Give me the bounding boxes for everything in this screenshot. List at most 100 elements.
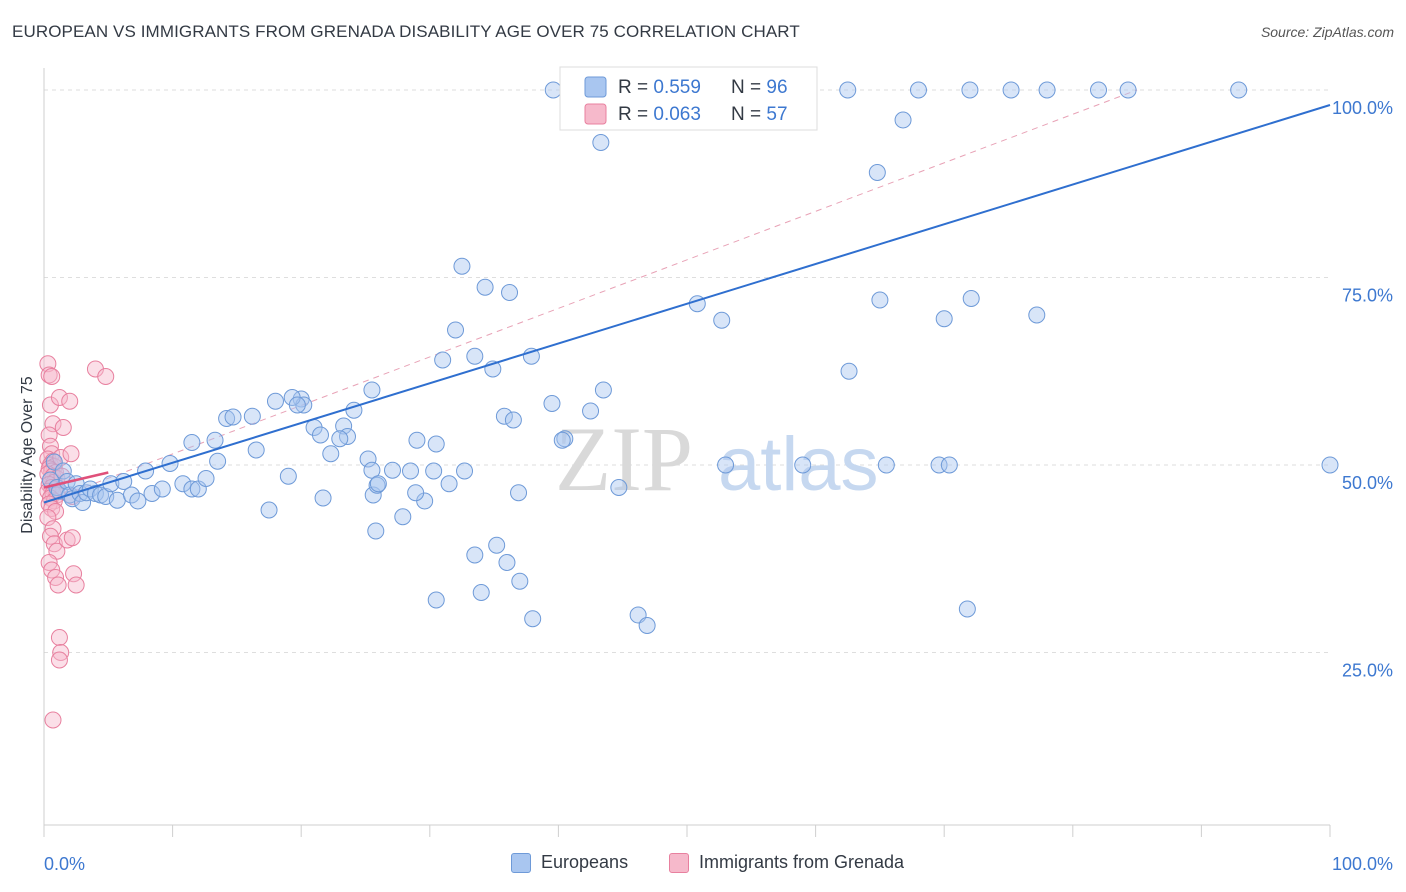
- legend-n-label-europeans: N = 96: [731, 77, 788, 98]
- legend-r-value-europeans: 0.559: [653, 77, 701, 98]
- europeans-point: [384, 461, 402, 479]
- europeans-point: [288, 396, 306, 414]
- europeans-point: [1038, 81, 1056, 99]
- legend-n-value-europeans: 96: [766, 77, 787, 98]
- europeans-point: [794, 456, 812, 474]
- europeans-point: [1230, 81, 1248, 99]
- europeans-point: [1321, 456, 1339, 474]
- watermark-zip: ZIP: [555, 408, 693, 510]
- grenada-point: [44, 415, 62, 433]
- europeans-point: [363, 381, 381, 399]
- grenada-point: [50, 629, 68, 646]
- europeans-point: [364, 486, 382, 504]
- europeans-point: [447, 321, 465, 339]
- europeans-point: [260, 501, 278, 519]
- europeans-point: [476, 278, 494, 296]
- grenada-point: [44, 711, 62, 729]
- europeans-point: [143, 485, 161, 502]
- europeans-point: [359, 450, 377, 468]
- legend-swatch-grenada: [584, 103, 607, 125]
- europeans-point: [1090, 81, 1108, 99]
- europeans-point: [247, 441, 265, 459]
- legend-r-label: R =: [618, 77, 653, 98]
- europeans-point: [961, 81, 979, 99]
- europeans-point: [524, 610, 542, 628]
- x-tick-label: 100.0%: [1332, 854, 1393, 874]
- reference-line: [43, 89, 1138, 503]
- europeans-point: [871, 291, 889, 309]
- axes: [43, 68, 1331, 837]
- europeans-point: [425, 462, 443, 480]
- grenada-point: [54, 419, 72, 436]
- europeans-point: [314, 489, 332, 507]
- europeans-point: [74, 494, 92, 511]
- legend-n-label: N =: [731, 104, 766, 125]
- europeans-point: [930, 456, 948, 474]
- europeans-point: [322, 445, 340, 463]
- europeans-point: [402, 462, 420, 480]
- europeans-point: [840, 362, 858, 380]
- legend-marker-europeans: [511, 852, 531, 873]
- legend-r-label-europeans: R = 0.559: [618, 77, 701, 98]
- legend-n-value-grenada: 57: [766, 104, 787, 125]
- trend-lines: [43, 104, 1331, 504]
- europeans-point: [556, 430, 574, 448]
- europeans-points: [41, 81, 1339, 634]
- europeans-point: [427, 435, 445, 453]
- europeans-point: [183, 480, 201, 498]
- europeans-point: [894, 111, 912, 129]
- europeans-point: [962, 290, 980, 307]
- europeans-point: [408, 431, 426, 449]
- europeans-point: [440, 475, 458, 493]
- europeans-point: [129, 492, 147, 510]
- source-name: ZipAtlas.com: [1313, 24, 1394, 40]
- europeans-point: [543, 395, 561, 412]
- europeans-point: [266, 392, 284, 410]
- y-tick-label: 100.0%: [1332, 98, 1393, 118]
- watermark: ZIP atlas: [555, 408, 879, 510]
- europeans-point: [434, 351, 452, 369]
- europeans-point: [224, 408, 242, 426]
- europeans-point: [958, 600, 976, 618]
- europeans-point: [839, 81, 857, 99]
- europeans-point: [1028, 306, 1046, 324]
- y-tick-label: 75.0%: [1342, 286, 1393, 306]
- legend-r-label-grenada: R = 0.063: [618, 104, 701, 125]
- europeans-point: [495, 407, 513, 425]
- europeans-point: [544, 81, 562, 99]
- grenada-point: [40, 366, 58, 384]
- europeans-point: [940, 456, 958, 474]
- grenada-point: [50, 389, 68, 406]
- x-tick-label: 0.0%: [44, 854, 85, 874]
- chart-source: Source: ZipAtlas.com: [1261, 24, 1394, 40]
- europeans-point: [877, 456, 895, 474]
- source-prefix: Source:: [1260, 24, 1314, 40]
- europeans-point: [713, 311, 731, 329]
- europeans-point: [311, 426, 329, 444]
- y-tick-label: 25.0%: [1342, 661, 1393, 681]
- grenada-point: [63, 529, 81, 547]
- europeans-point: [1002, 81, 1020, 99]
- europeans-point: [582, 402, 600, 420]
- legend-item-europeans[interactable]: Europeans: [511, 852, 628, 873]
- europeans-point: [218, 410, 236, 427]
- y-axis-label: Disability Age Over 75: [19, 376, 36, 534]
- europeans-point: [488, 536, 506, 554]
- europeans-point: [54, 462, 72, 480]
- legend-item-grenada[interactable]: Immigrants from Grenada: [669, 852, 904, 873]
- watermark-atlas: atlas: [718, 422, 879, 507]
- europeans-point: [427, 591, 445, 609]
- legend-label-grenada: Immigrants from Grenada: [699, 852, 905, 872]
- legend-label-europeans: Europeans: [541, 852, 629, 872]
- europeans-point: [498, 554, 516, 571]
- europeans-point: [206, 431, 224, 449]
- grenada-trend-line: [43, 471, 109, 489]
- europeans-point: [279, 467, 297, 485]
- y-tick-label: 50.0%: [1342, 473, 1393, 493]
- legend-r-value-grenada: 0.063: [653, 104, 701, 125]
- europeans-point: [153, 480, 171, 498]
- europeans-point: [407, 484, 425, 502]
- reference-diagonal: [43, 89, 1138, 503]
- europeans-point: [504, 411, 522, 429]
